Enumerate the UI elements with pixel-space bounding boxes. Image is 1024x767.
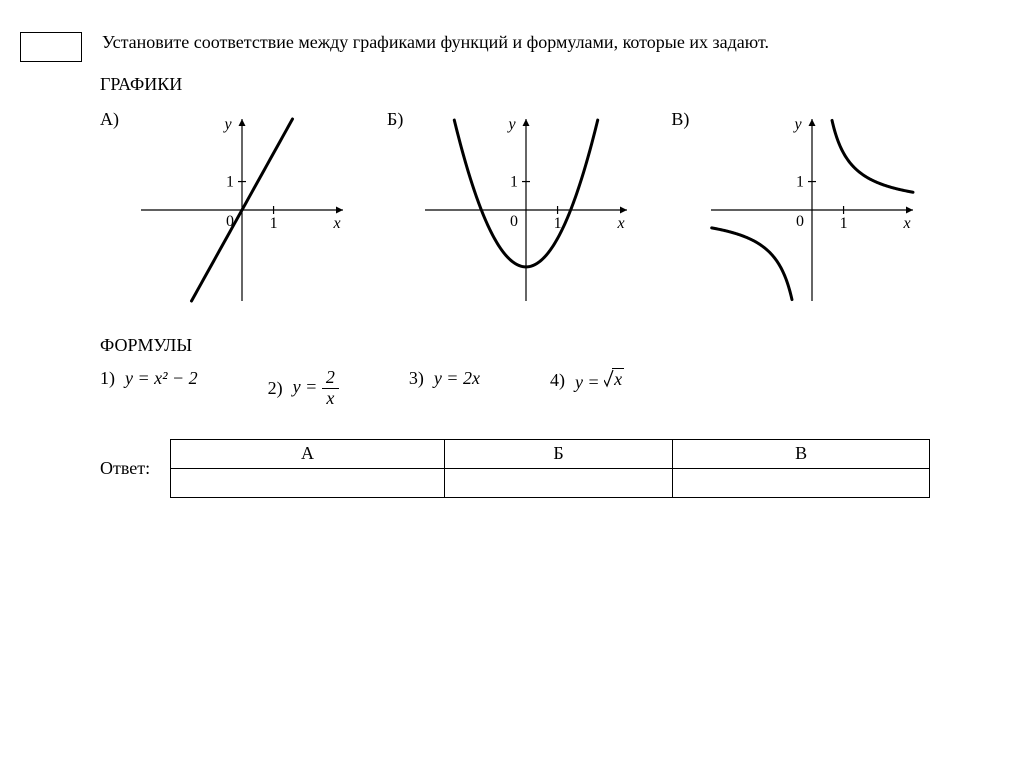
answer-val-A[interactable]: [171, 468, 445, 497]
formula-3: 3) y = 2x: [409, 368, 480, 389]
formula-num: 1): [100, 368, 115, 389]
answer-val-B[interactable]: [444, 468, 672, 497]
answer-col-B: Б: [444, 439, 672, 468]
graphs-row: А) 0 1 1 x y Б) 0 1 1 x y В) 0 1 1 x y: [100, 105, 1004, 315]
question-number-box: [20, 32, 82, 62]
formula-expr: y = x² − 2: [125, 368, 198, 389]
graph-label-V: В): [671, 105, 689, 130]
graph-svg-V: 0 1 1 x y: [697, 105, 927, 315]
table-row: А Б В: [171, 439, 930, 468]
svg-text:1: 1: [226, 174, 234, 191]
graphs-title: ГРАФИКИ: [100, 74, 1004, 95]
answer-col-A: А: [171, 439, 445, 468]
svg-text:y: y: [222, 116, 232, 133]
formulas-row: 1) y = x² − 2 2) y = 2x 3) y = 2x 4) y = x: [100, 368, 1004, 409]
graph-V: В) 0 1 1 x y: [671, 105, 927, 315]
formula-2: 2) y = 2x: [268, 368, 339, 409]
graph-label-B: Б): [387, 105, 403, 130]
graph-svg-B: 0 1 1 x y: [411, 105, 641, 315]
svg-text:1: 1: [510, 174, 518, 191]
formula-expr: y = 2x: [293, 368, 339, 409]
formula-num: 4): [550, 370, 565, 391]
formula-expr: y = 2x: [434, 368, 480, 389]
svg-text:x: x: [903, 215, 911, 232]
graph-B: Б) 0 1 1 x y: [387, 105, 641, 315]
graph-A: А) 011xy: [100, 105, 357, 315]
svg-text:x: x: [332, 215, 340, 232]
formula-num: 2): [268, 378, 283, 399]
svg-text:0: 0: [796, 213, 804, 230]
svg-text:1: 1: [270, 215, 278, 232]
answer-val-V[interactable]: [673, 468, 930, 497]
answer-label: Ответ:: [100, 458, 150, 479]
svg-text:1: 1: [554, 215, 562, 232]
svg-text:y: y: [793, 116, 803, 133]
answer-table: А Б В: [170, 439, 930, 498]
formula-4: 4) y = x: [550, 368, 624, 393]
graph-svg-A: 011xy: [127, 105, 357, 315]
question-text: Установите соответствие между графиками …: [102, 30, 1004, 55]
svg-text:0: 0: [510, 213, 518, 230]
svg-text:x: x: [617, 215, 625, 232]
formula-1: 1) y = x² − 2: [100, 368, 198, 389]
formulas-title: ФОРМУЛЫ: [100, 335, 1004, 356]
formula-expr: y = x: [575, 368, 624, 393]
svg-text:y: y: [507, 116, 517, 133]
graph-label-A: А): [100, 105, 119, 130]
table-row: [171, 468, 930, 497]
formula-num: 3): [409, 368, 424, 389]
svg-text:1: 1: [796, 174, 804, 191]
answer-col-V: В: [673, 439, 930, 468]
svg-text:1: 1: [840, 215, 848, 232]
